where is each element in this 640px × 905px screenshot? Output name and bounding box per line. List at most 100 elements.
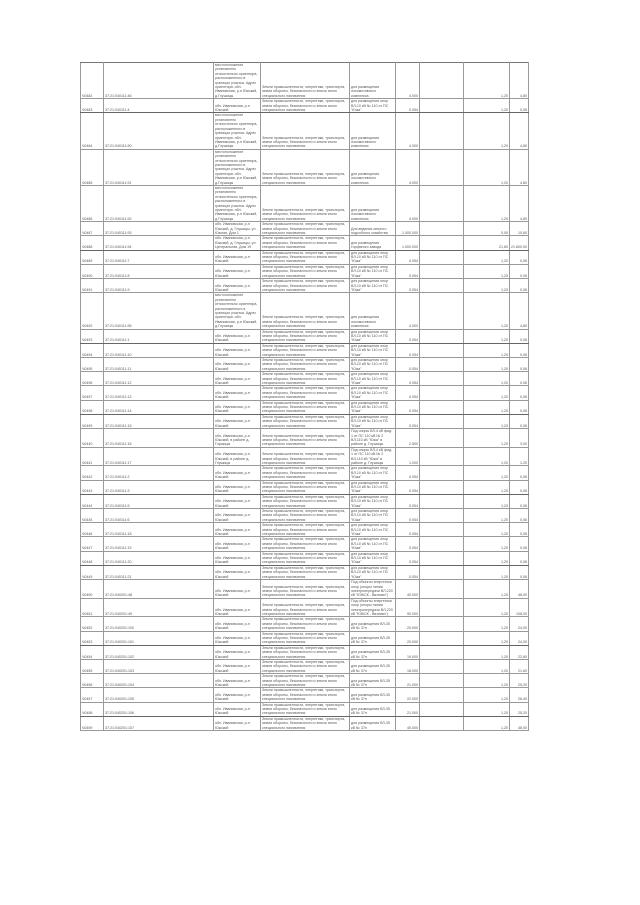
table-row: Ч0482 37:21:040111:46 местоположение устан…: [80, 61, 529, 100]
rate-cell: 1,20: [463, 579, 510, 599]
empty-cell-cell: [419, 235, 464, 251]
address-cell: обл. Ивановская, р-н Южский: [213, 371, 261, 387]
value-cell: 25,20: [509, 673, 529, 689]
empty-cell-cell: [419, 399, 464, 415]
permitted-use-cell: для размещения опор ВЛ-10 кВ № 110 от ПС…: [349, 465, 396, 481]
table-row: Ч0496 37:21:040111:12 обл. Ивановская, р-н…: [80, 371, 529, 387]
plot-id-cell: Ч0487: [80, 221, 104, 237]
empty-cell-cell: [419, 630, 464, 646]
cadastral-number-cell: 37:21:040111:21: [103, 564, 214, 581]
area-cell: 0.054: [395, 328, 420, 344]
plot-id-cell: Ч0495: [80, 356, 104, 373]
value-cell: 3,00: [509, 428, 529, 448]
table-row: Ч0497 37:21:040111:13 обл. Ивановская, р-н…: [80, 385, 529, 401]
address-cell: обл. Ивановская, р-н Южский: [213, 687, 261, 703]
table-row: Ч0489 37:21:040111:7 обл. Ивановская, р-н …: [80, 249, 529, 265]
area-cell: 1.000.000: [395, 235, 420, 251]
permitted-use-cell: для размещения опор ВЛ-10 кВ № 110 от ПС…: [349, 479, 396, 495]
permitted-use-cell: для размещения опор ВЛ-10 кВ № 110 от ПС…: [349, 328, 396, 344]
table-row: Ч0484 37:21:040111:90 местоположение устан…: [80, 112, 529, 150]
plot-id-cell: Ч0498: [80, 399, 104, 415]
area-cell: 2.500: [395, 428, 420, 448]
area-cell: 0.054: [395, 342, 420, 359]
address-cell: обл. Ивановская, р-н Южский: [213, 249, 261, 265]
plot-id-cell: Ч0446: [80, 522, 104, 538]
permitted-use-cell: для размещения локомотивного комплекса: [349, 184, 396, 223]
rate-cell: 1,20: [463, 701, 510, 717]
rate-cell: 1,20: [463, 371, 510, 387]
plot-id-cell: Ч0449: [80, 564, 104, 581]
plot-id-cell: Ч0451: [80, 597, 104, 618]
address-cell: местоположение установлено относительно …: [213, 148, 261, 186]
plot-id-cell: Ч0486: [80, 184, 104, 223]
address-cell: обл. Ивановская, р-н Южский: [213, 536, 261, 552]
permitted-use-cell: для размещения опор ВЛ-10 кВ № 110 от ПС…: [349, 550, 396, 566]
value-cell: 26,40: [509, 687, 529, 703]
area-cell: 40.000: [395, 715, 420, 732]
table-row: Ч0450 37:21:040201:48 обл. Ивановская, р-н…: [80, 579, 529, 599]
land-category-cell: Земли промышленности, энергетики, трансп…: [260, 479, 350, 495]
table-row: Ч0491 37:21:040111:9 обл. Ивановская, р-н …: [80, 278, 529, 294]
land-category-cell: Земли промышленности, энергетики, трансп…: [260, 522, 350, 538]
plot-id-cell: Ч0448: [80, 550, 104, 566]
cadastral-number-cell: 37:21:040111:94: [103, 235, 214, 251]
table-row: Ч0490 37:21:040111:8 обл. Ивановская, р-н …: [80, 263, 529, 280]
cadastral-number-cell: 37:21:040111:8: [103, 263, 214, 280]
empty-cell-cell: [419, 465, 464, 481]
area-cell: 0.054: [395, 399, 420, 415]
area-cell: 0.054: [395, 465, 420, 481]
address-cell: обл. Ивановская, р-н Южский: [213, 658, 261, 675]
address-cell: обл. Ивановская, р-н Южский: [213, 507, 261, 524]
land-category-cell: Земли промышленности, энергетики, трансп…: [260, 385, 350, 401]
empty-cell-cell: [419, 658, 464, 675]
cadastral-number-cell: 37:21:040111:6: [103, 507, 214, 524]
cadastral-number-cell: 37:21:040111:13: [103, 385, 214, 401]
address-cell: обл. Ивановская, р-н Южский: [213, 673, 261, 689]
plot-id-cell: Ч0453: [80, 630, 104, 646]
land-category-cell: Земли промышленности, энергетики, трансп…: [260, 687, 350, 703]
land-category-cell: Земли промышленности, энергетики, трансп…: [260, 184, 350, 223]
value-cell: 22,80: [509, 644, 529, 661]
empty-cell-cell: [419, 564, 464, 581]
permitted-use-cell: для размещения опор ВЛ-10 кВ № 110 от ПС…: [349, 385, 396, 401]
permitted-use-cell: для размещения локомотивного комплекса: [349, 61, 396, 100]
permitted-use-cell: для размещения локомотивного комплекса: [349, 292, 396, 330]
rate-cell: 1,20: [463, 673, 510, 689]
plot-id-cell: Ч0443: [80, 479, 104, 495]
plot-id-cell: Ч0490: [80, 263, 104, 280]
rate-cell: 21,60: [463, 235, 510, 251]
value-cell: 0,06: [509, 536, 529, 552]
permitted-use-cell: Под объекты энергетики опор (опоры линии…: [349, 579, 396, 599]
table-row: Ч0499 37:21:040111:15 обл. Ивановская, р-н…: [80, 413, 529, 430]
table-row: Ч0441 37:21:040111:17 обл. Ивановская, р-н…: [80, 446, 529, 467]
permitted-use-cell: для размещения опор ВЛ-10 кВ № 110 от ПС…: [349, 98, 396, 114]
area-cell: 21.000: [395, 701, 420, 717]
value-cell: 4,80: [509, 184, 529, 223]
cadastral-number-cell: 37:21:040111:16: [103, 428, 214, 448]
plot-id-cell: Ч0450: [80, 579, 104, 599]
table-row: Ч0458 37:21:040201:106 обл. Ивановская, р-…: [80, 701, 529, 717]
value-cell: 0,06: [509, 465, 529, 481]
value-cell: 0,06: [509, 278, 529, 294]
permitted-use-cell: для размещения опор ВЛ-10 кВ № 110 от ПС…: [349, 249, 396, 265]
plot-id-cell: Ч0457: [80, 687, 104, 703]
rate-cell: 1,20: [463, 536, 510, 552]
empty-cell-cell: [419, 687, 464, 703]
permitted-use-cell: Для ведения личного подсобного хозяйства: [349, 221, 396, 237]
plot-id-cell: Ч0483: [80, 98, 104, 114]
rate-cell: 1,20: [463, 715, 510, 732]
rate-cell: 1,20: [463, 550, 510, 566]
cadastral-number-cell: 37:21:040201:104: [103, 673, 214, 689]
cadastral-number-cell: 37:21:040111:4: [103, 98, 214, 114]
table-row: Ч0454 37:21:040201:102 обл. Ивановская, р-…: [80, 644, 529, 661]
rate-cell: 1,20: [463, 630, 510, 646]
table-row: Ч0487 37:21:040111:93 обл. Ивановская, р-н…: [80, 221, 529, 237]
land-category-cell: Земли промышленности, энергетики, трансп…: [260, 399, 350, 415]
cadastral-number-cell: 37:21:040111:5: [103, 493, 214, 510]
plot-id-cell: Ч0441: [80, 446, 104, 467]
address-cell: обл. Ивановская, р-н Южский: [213, 399, 261, 415]
value-cell: 0,06: [509, 399, 529, 415]
permitted-use-cell: для размещения ВЛ-35 кВ № 37н: [349, 630, 396, 646]
rate-cell: 1,20: [463, 522, 510, 538]
area-cell: 21.000: [395, 673, 420, 689]
